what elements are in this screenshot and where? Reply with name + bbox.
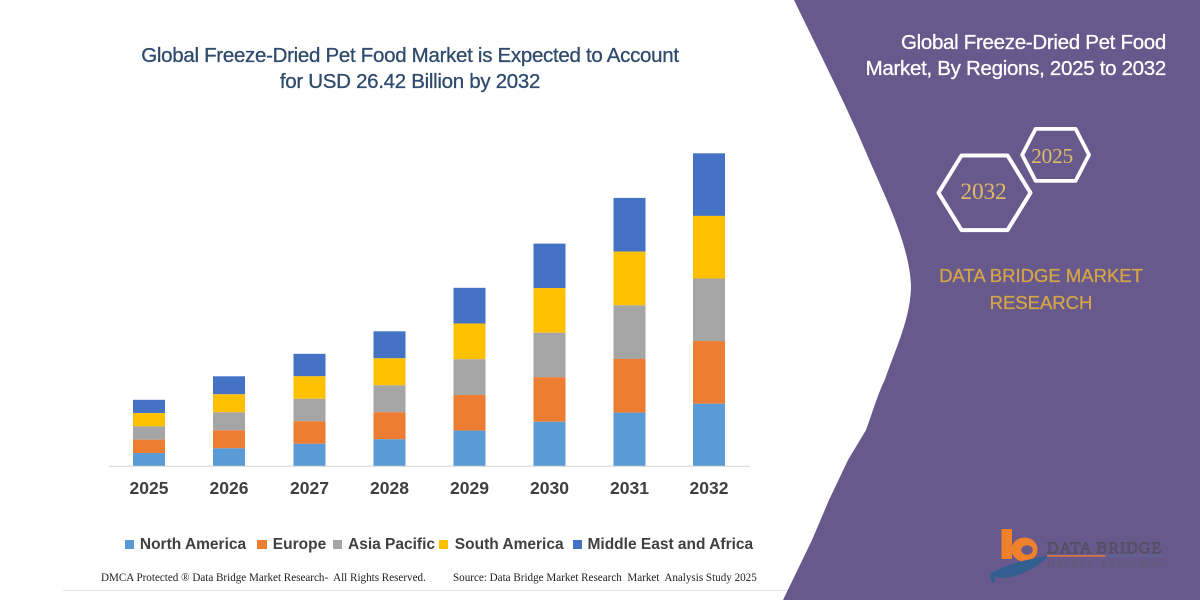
svg-text:DATA BRIDGE: DATA BRIDGE — [1047, 539, 1162, 557]
svg-text:MARKET RESEARCH: MARKET RESEARCH — [1048, 560, 1163, 570]
